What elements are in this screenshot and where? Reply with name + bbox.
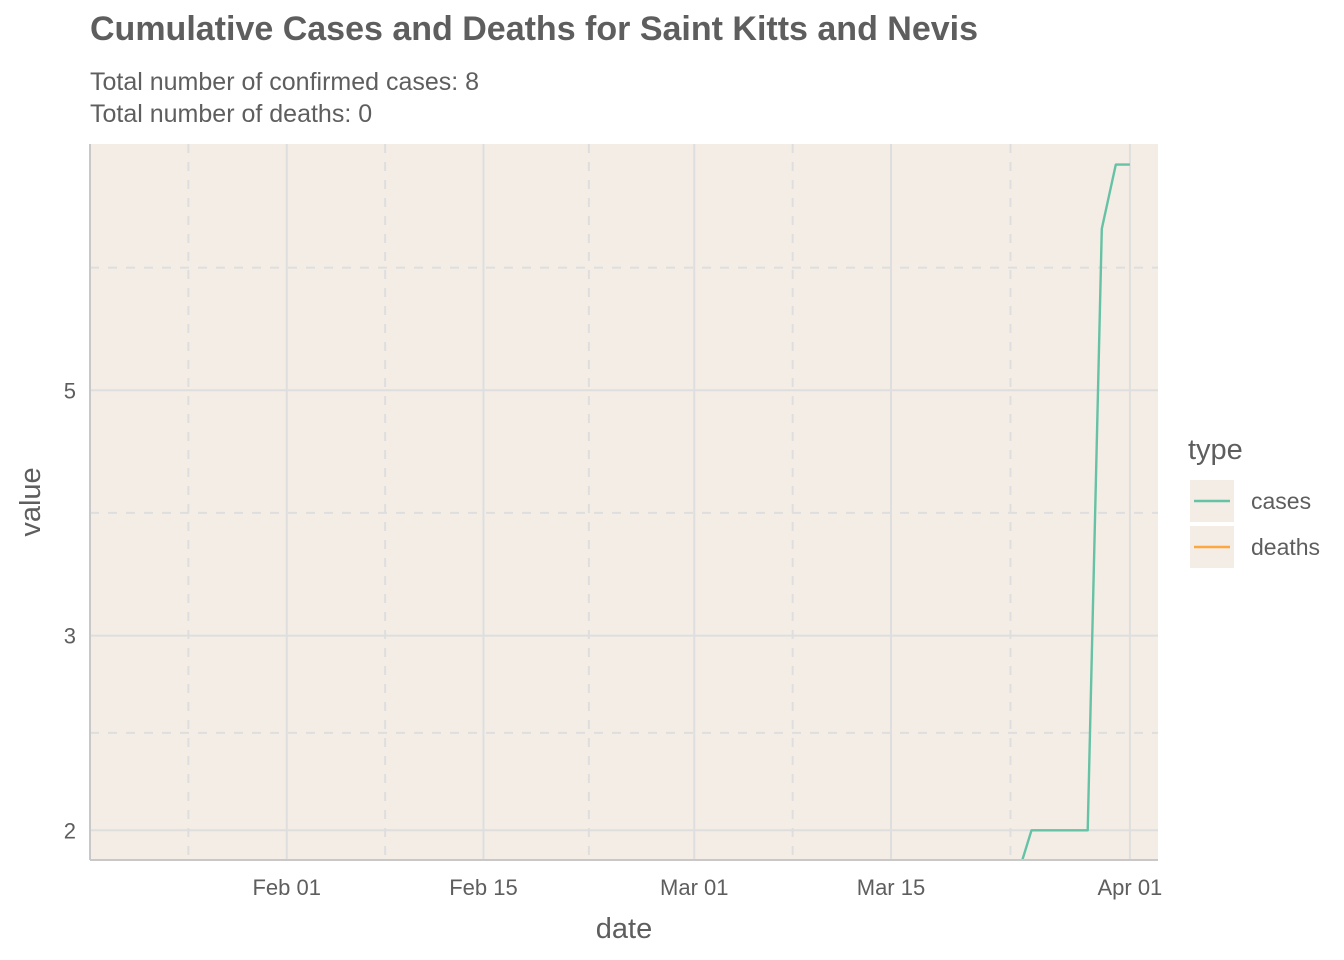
subtitle-total-deaths: Total number of deaths: 0	[90, 100, 373, 128]
x-tick-label: Apr 01	[1097, 875, 1162, 900]
x-tick-labels: Feb 01 Feb 15 Mar 01 Mar 15 Apr 01	[252, 875, 1162, 900]
x-tick-label: Mar 15	[857, 875, 925, 900]
x-tick-label: Feb 01	[252, 875, 321, 900]
legend-label-cases: cases	[1251, 488, 1311, 514]
chart-subtitle: Total number of confirmed cases: 8 Total…	[90, 66, 479, 130]
chart-title: Cumulative Cases and Deaths for Saint Ki…	[90, 10, 979, 48]
plot-panel	[90, 144, 1158, 860]
series-layer	[1021, 163, 1130, 860]
minor-gridlines	[90, 144, 1158, 860]
y-tick-label: 5	[64, 378, 76, 403]
legend: type cases deaths	[1188, 434, 1320, 568]
legend-label-deaths: deaths	[1251, 534, 1320, 560]
series-line-cases	[1021, 163, 1130, 860]
legend-title: type	[1188, 434, 1243, 466]
subtitle-total-cases: Total number of confirmed cases: 8	[90, 68, 480, 96]
y-axis-title: value	[15, 467, 47, 536]
x-axis-title: date	[596, 913, 652, 945]
y-tick-label: 2	[64, 818, 76, 843]
y-tick-labels: 2 3 5	[64, 378, 76, 843]
major-gridlines	[90, 144, 1158, 860]
y-tick-label: 3	[64, 624, 76, 649]
x-tick-label: Feb 15	[449, 875, 518, 900]
x-tick-label: Mar 01	[660, 875, 728, 900]
